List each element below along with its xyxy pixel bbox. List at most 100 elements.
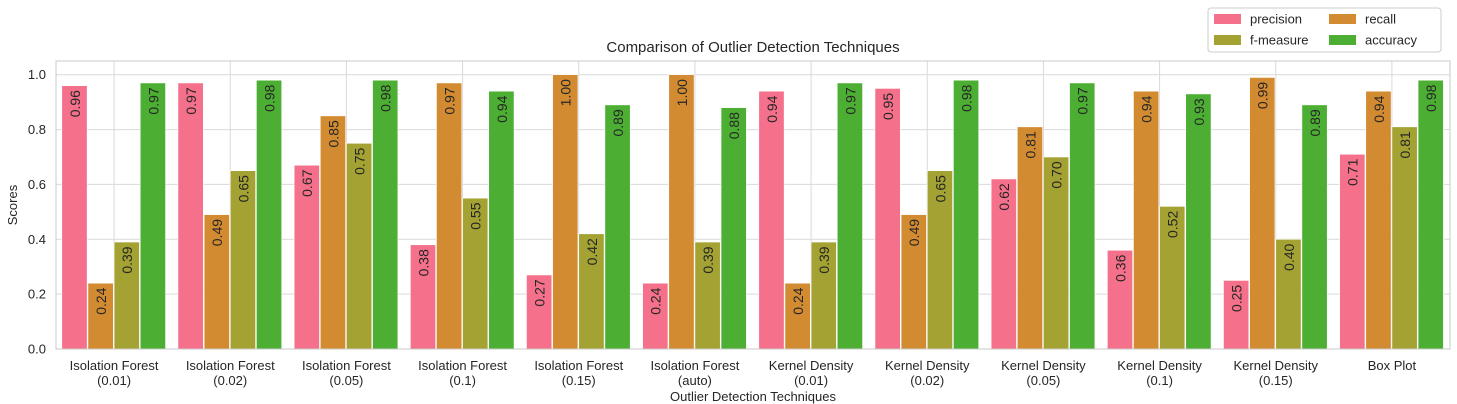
y-tick-labels: 0.0 0.2 0.4 0.6 0.8 1.0 (28, 67, 46, 356)
bar-value-label: 0.97 (842, 87, 858, 114)
legend-swatch-f-measure (1214, 35, 1241, 45)
chart-title: Comparison of Outlier Detection Techniqu… (606, 39, 899, 56)
bar-accuracy-10 (1301, 104, 1328, 350)
bar-f-measure-5 (694, 241, 721, 350)
bar-recall-0 (87, 282, 114, 350)
bar-value-label: 0.36 (1112, 254, 1128, 281)
bar-precision-10 (1223, 280, 1250, 350)
bar-recall-2 (319, 115, 346, 350)
bar-value-label: 0.85 (325, 120, 341, 147)
y-tick-label: 0.6 (28, 177, 46, 192)
x-tick-label: Kernel Density (1117, 358, 1202, 373)
x-tick-label: (0.05) (1026, 373, 1060, 388)
bar-accuracy-8 (1069, 82, 1096, 350)
bar-value-label: 1.00 (674, 79, 690, 106)
y-tick-label: 1.0 (28, 67, 46, 82)
x-tick-label: Kernel Density (1001, 358, 1086, 373)
bar-f-measure-10 (1275, 238, 1302, 350)
legend-label-recall: recall (1365, 12, 1396, 27)
bar-value-label: 0.52 (1165, 211, 1181, 238)
x-tick-label: Isolation Forest (302, 358, 391, 373)
bar-accuracy-1 (256, 79, 283, 350)
bar-accuracy-0 (139, 82, 166, 350)
bar-accuracy-7 (953, 79, 980, 350)
bar-value-label: 0.71 (1345, 158, 1361, 185)
bar-accuracy-4 (604, 104, 631, 350)
bar-value-label: 0.89 (1307, 109, 1323, 136)
bar-precision-8 (990, 178, 1017, 350)
legend-label-f-measure: f-measure (1250, 33, 1309, 48)
bar-value-label: 0.98 (261, 84, 277, 111)
bar-value-label: 0.89 (610, 109, 626, 136)
bar-value-label: 0.98 (378, 84, 394, 111)
bar-value-label: 0.96 (67, 90, 83, 117)
bar-value-label: 0.24 (93, 287, 109, 314)
bar-recall-11 (1365, 90, 1392, 350)
bar-precision-0 (61, 85, 88, 350)
x-tick-label: Isolation Forest (534, 358, 623, 373)
x-tick-label: (0.15) (1259, 373, 1293, 388)
bar-recall-8 (1016, 126, 1043, 350)
bar-value-label: 0.98 (958, 84, 974, 111)
x-tick-label: (auto) (678, 373, 712, 388)
plot-frame (55, 60, 1451, 350)
bar-value-label: 0.97 (1075, 87, 1091, 114)
x-tick-label: (0.01) (794, 373, 828, 388)
bar-f-measure-7 (926, 170, 953, 350)
bar-value-label: 0.39 (700, 246, 716, 273)
bar-value-label: 0.27 (532, 279, 548, 306)
bar-value-label: 0.88 (726, 112, 742, 139)
bar-value-label: 0.49 (209, 219, 225, 246)
bar-f-measure-8 (1043, 156, 1070, 350)
bar-accuracy-2 (372, 79, 399, 350)
x-tick-label: (0.1) (1146, 373, 1173, 388)
bar-value-label: 0.42 (584, 238, 600, 265)
bar-value-label: 0.94 (1139, 95, 1155, 122)
x-axis-label: Outlier Detection Techniques (670, 389, 836, 404)
bar-value-label: 0.99 (1255, 82, 1271, 109)
x-tick-label: Box Plot (1368, 358, 1417, 373)
bar-value-label: 0.67 (299, 169, 315, 196)
x-tick-label: Isolation Forest (70, 358, 159, 373)
y-tick-label: 0.8 (28, 122, 46, 137)
x-tick-label: Kernel Density (769, 358, 854, 373)
bar-precision-11 (1339, 153, 1366, 350)
legend-label-accuracy: accuracy (1365, 33, 1418, 48)
bar-value-label: 0.65 (932, 175, 948, 202)
bar-accuracy-11 (1417, 79, 1444, 350)
bar-value-label: 0.81 (1397, 131, 1413, 158)
x-tick-label: (0.15) (562, 373, 596, 388)
bar-value-label: 0.93 (1191, 98, 1207, 125)
bar-value-label: 0.94 (494, 95, 510, 122)
bar-accuracy-6 (836, 82, 863, 350)
bar-value-label: 0.24 (648, 287, 664, 314)
bar-recall-1 (203, 214, 230, 350)
bar-recall-5 (668, 74, 695, 350)
bar-f-measure-11 (1391, 126, 1418, 350)
x-tick-label: (0.01) (97, 373, 131, 388)
bar-value-label: 0.97 (183, 87, 199, 114)
bar-precision-4 (526, 274, 553, 350)
x-tick-label: Kernel Density (885, 358, 970, 373)
bar-precision-6 (758, 90, 785, 350)
bar-precision-2 (293, 164, 320, 350)
bar-value-label: 0.39 (816, 246, 832, 273)
bar-value-label: 0.55 (468, 202, 484, 229)
bar-value-label: 1.00 (558, 79, 574, 106)
bar-value-label: 0.95 (880, 93, 896, 120)
y-axis-label: Scores (5, 184, 20, 225)
bar-value-label: 0.94 (1371, 95, 1387, 122)
legend: precision recall f-measure accuracy (1207, 7, 1442, 53)
bar-precision-7 (874, 88, 901, 350)
bar-value-label: 0.65 (235, 175, 251, 202)
legend-swatch-accuracy (1329, 35, 1356, 45)
legend-swatch-recall (1329, 14, 1356, 24)
x-tick-label: Isolation Forest (418, 358, 507, 373)
bar-value-label: 0.25 (1229, 285, 1245, 312)
bar-recall-7 (900, 214, 927, 350)
x-tick-labels: Isolation Forest(0.01)Isolation Forest(0… (70, 358, 1417, 388)
y-tick-label: 0.2 (28, 287, 46, 302)
y-tick-label: 0.0 (28, 342, 46, 357)
bar-accuracy-3 (488, 90, 515, 350)
